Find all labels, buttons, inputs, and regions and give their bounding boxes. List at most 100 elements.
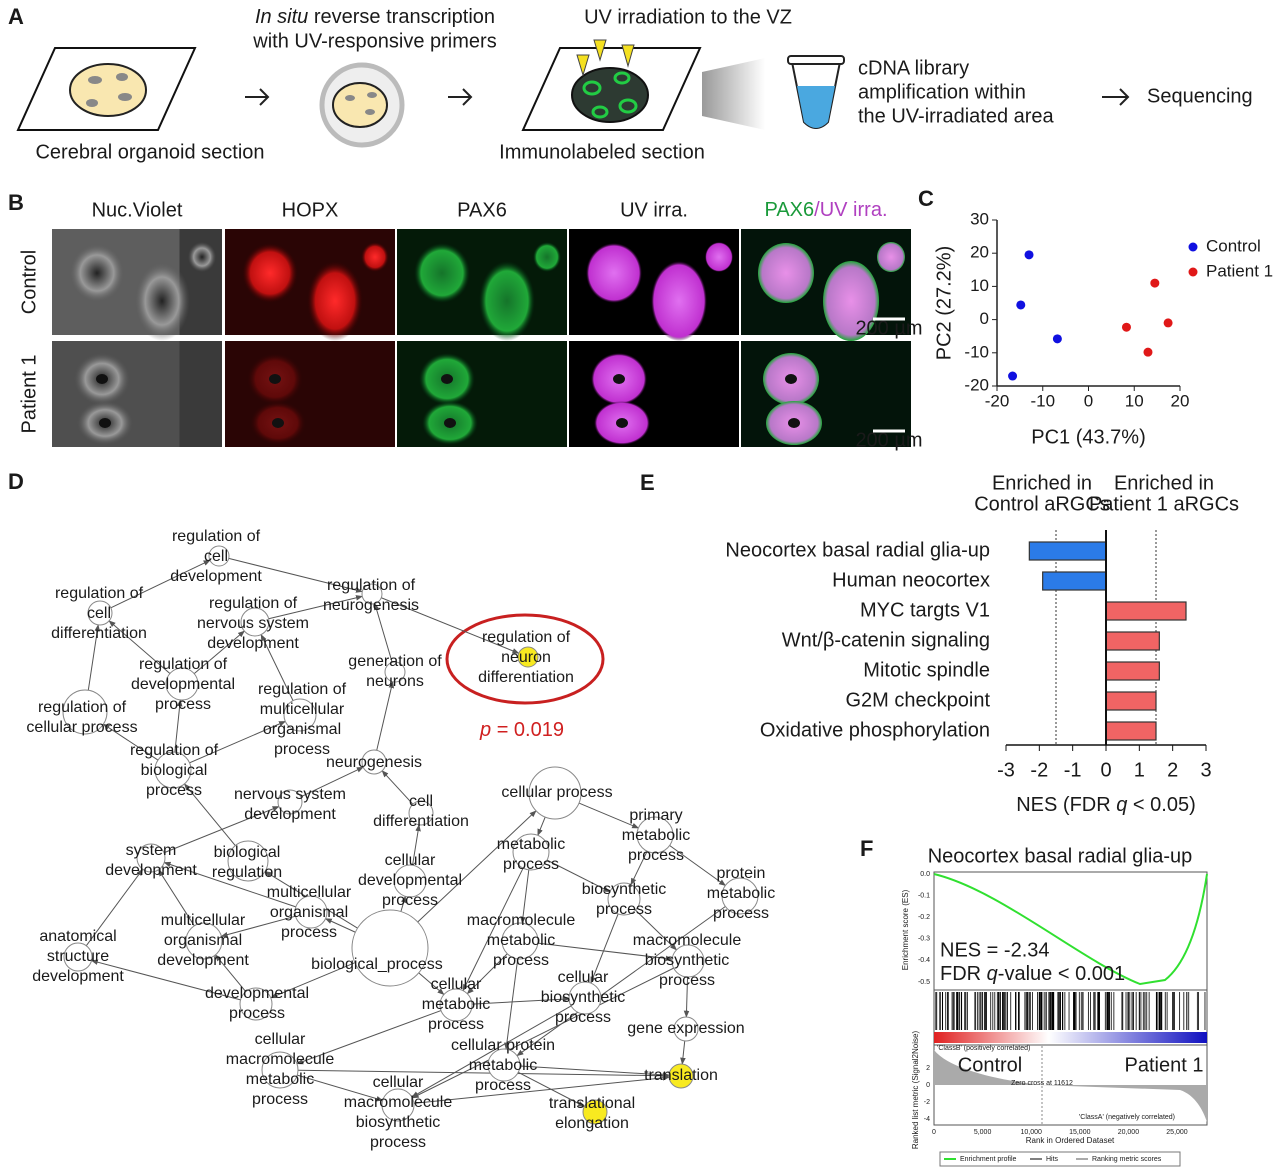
- category-label: Neocortex basal radial glia-up: [725, 539, 990, 561]
- edge: [413, 1075, 670, 1104]
- label: Immunolabeled section: [499, 141, 705, 163]
- y-tick-label: -0.1: [918, 892, 930, 899]
- edge: [184, 783, 236, 846]
- node-label: process: [281, 924, 337, 941]
- node-label: macromolecule: [467, 912, 576, 929]
- node-label: translational: [549, 1095, 635, 1112]
- node-label: neurogenesis: [326, 754, 422, 771]
- edge: [635, 909, 678, 951]
- highlight: [445, 613, 605, 705]
- node-label: biosynthetic: [356, 1114, 441, 1131]
- node: [62, 689, 108, 735]
- node-label: biological_process: [311, 956, 443, 973]
- node-label: development: [170, 568, 262, 585]
- node-label: neuron: [501, 649, 551, 666]
- class-label: 'ClassB' (positively correlated): [937, 1045, 1030, 1052]
- x-axis-label: Rank in Ordered Dataset: [1026, 1136, 1115, 1145]
- node-label: regulation of: [55, 585, 144, 602]
- node-label: process: [252, 1091, 308, 1108]
- edge: [85, 868, 144, 947]
- node-label: translation: [644, 1067, 718, 1084]
- annotation: NES = -2.34: [940, 939, 1050, 961]
- category-label: Oxidative phosphorylation: [760, 719, 990, 741]
- lumen: [616, 418, 628, 428]
- cell-region: [188, 242, 216, 272]
- cell-region: [758, 243, 814, 303]
- label: with UV-responsive primers: [252, 30, 496, 52]
- node: [227, 840, 269, 882]
- legend-label: Patient 1: [1206, 261, 1273, 280]
- row-label: Patient 1: [18, 355, 40, 434]
- node-label: development: [157, 952, 249, 969]
- category-label: G2M checkpoint: [845, 689, 990, 711]
- node-label: organismal: [263, 721, 341, 738]
- node-label: cellular: [373, 1074, 424, 1091]
- node: [487, 1048, 521, 1082]
- node-label: cellular process: [26, 719, 137, 736]
- y-tick-label: -0.5: [918, 979, 930, 986]
- y-tick-label: 30: [970, 209, 989, 228]
- node-label: multicellular: [267, 884, 352, 901]
- x-tick-label: 0: [1100, 759, 1111, 781]
- y-tick-label: 2: [926, 1065, 930, 1072]
- edge: [669, 845, 726, 886]
- node-label: metabolic: [422, 996, 490, 1013]
- y-tick-label: 0: [926, 1082, 930, 1089]
- node-label: process: [555, 1009, 611, 1026]
- node: [294, 895, 328, 929]
- edge: [411, 967, 674, 1099]
- node: [283, 698, 317, 732]
- node-label: regulation of: [482, 629, 571, 646]
- legend-label: Control: [1206, 236, 1261, 255]
- edge: [680, 1040, 686, 1065]
- node-label: metabolic: [469, 1057, 537, 1074]
- annotation: Zero cross at 11612: [1011, 1080, 1073, 1087]
- point: [1008, 371, 1018, 381]
- bar: [1028, 541, 1107, 561]
- text-part: PAX6: [764, 199, 814, 221]
- y-tick-label: 10: [970, 276, 989, 295]
- lumen: [96, 374, 108, 384]
- node-label: cellular protein: [451, 1037, 555, 1054]
- category-label: MYC targts V1: [860, 599, 990, 621]
- bar: [1105, 601, 1187, 621]
- edge: [296, 1010, 442, 1065]
- node-label: macromolecule: [633, 932, 742, 949]
- category-label: Wnt/β-catenin signaling: [782, 629, 990, 651]
- edge: [268, 595, 363, 620]
- node: [528, 766, 582, 820]
- node-label: metabolic: [497, 836, 565, 853]
- x-tick-label: 10: [1125, 391, 1144, 410]
- text-part: q: [987, 963, 998, 985]
- p-value: p = 0.019: [479, 719, 564, 741]
- edge: [519, 1065, 670, 1078]
- x-tick-label: -2: [1030, 759, 1048, 781]
- node-label: cellular process: [501, 784, 612, 801]
- node: [208, 545, 230, 567]
- node: [361, 583, 383, 605]
- node-label: regulation of: [327, 577, 416, 594]
- edge: [158, 869, 195, 927]
- edge: [90, 959, 241, 1001]
- text-part: p: [479, 719, 491, 741]
- x-tick-label: 0: [932, 1129, 936, 1136]
- column-label: Nuc.Violet: [92, 199, 183, 221]
- gsea-plot: [895, 845, 1212, 1167]
- node-label: biosynthetic: [645, 952, 730, 969]
- text-part: = 0.019: [491, 719, 564, 741]
- bar: [1105, 691, 1157, 711]
- edge: [504, 958, 519, 1050]
- edge: [537, 816, 546, 836]
- node-label: gene expression: [627, 1020, 744, 1037]
- panel-label: B: [8, 190, 24, 215]
- edge: [228, 557, 363, 593]
- point: [1052, 334, 1062, 344]
- node-label: process: [229, 1005, 285, 1022]
- lumen: [441, 374, 453, 384]
- edge: [418, 972, 445, 995]
- y-axis-label: Ranked list metric (Signal2Noise): [911, 1031, 920, 1150]
- node-label: generation of: [348, 653, 442, 670]
- node-label: process: [475, 1077, 531, 1094]
- node-label: system: [126, 842, 177, 859]
- node-label: regulation of: [209, 595, 298, 612]
